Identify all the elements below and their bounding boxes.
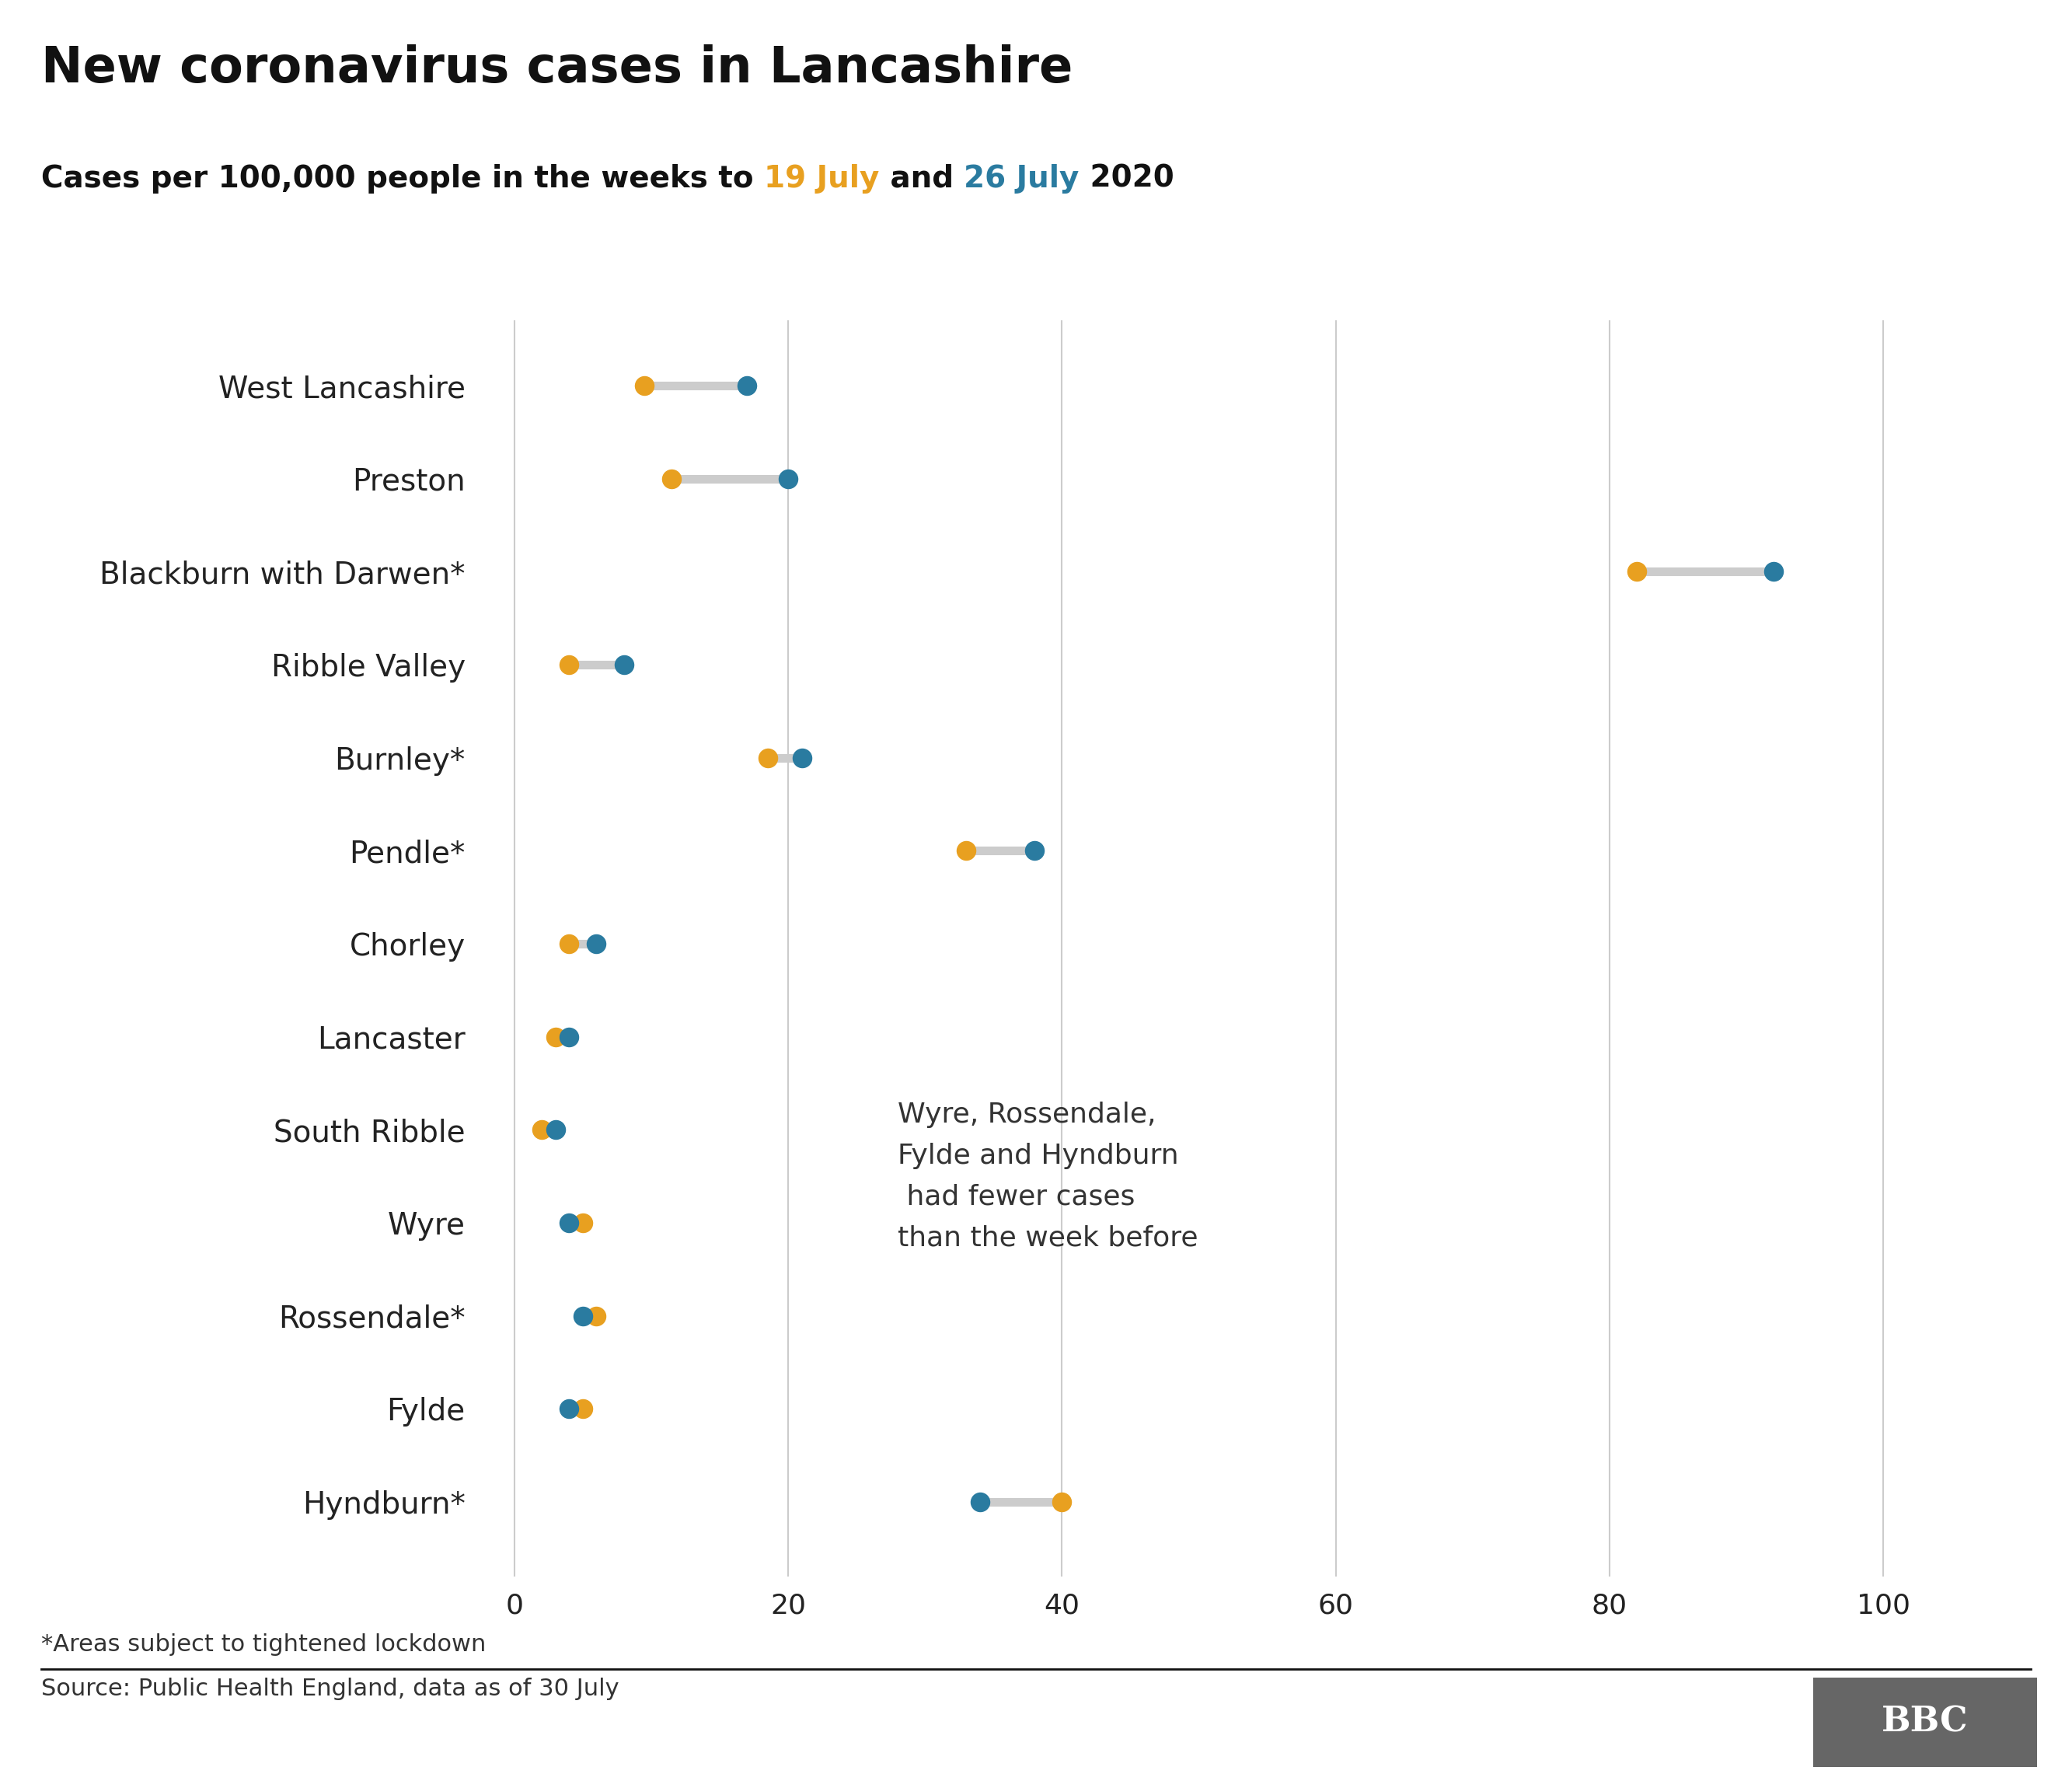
Point	[524, 1115, 557, 1143]
Point	[750, 743, 783, 771]
Point	[566, 1209, 599, 1238]
Point	[628, 372, 661, 401]
Point	[1620, 557, 1653, 586]
Text: BBC: BBC	[1881, 1706, 1968, 1738]
Point	[1757, 557, 1790, 586]
Point	[539, 1022, 572, 1051]
Point	[539, 1115, 572, 1143]
Text: New coronavirus cases in Lancashire: New coronavirus cases in Lancashire	[41, 45, 1073, 93]
Text: *Areas subject to tightened lockdown: *Areas subject to tightened lockdown	[41, 1633, 487, 1656]
Point	[553, 930, 586, 958]
Point	[566, 1395, 599, 1423]
Text: 26 July: 26 July	[963, 164, 1080, 194]
Point	[607, 650, 640, 679]
Point	[949, 837, 982, 866]
Point	[1017, 837, 1051, 866]
Text: Source: Public Health England, data as of 30 July: Source: Public Health England, data as o…	[41, 1678, 620, 1701]
Point	[553, 650, 586, 679]
Point	[566, 1302, 599, 1330]
Text: and: and	[879, 164, 963, 194]
Point	[963, 1487, 997, 1516]
Text: 2020: 2020	[1080, 164, 1175, 194]
Point	[771, 465, 804, 493]
Point	[655, 465, 688, 493]
Point	[553, 1209, 586, 1238]
Text: 19 July: 19 July	[765, 164, 879, 194]
Text: Cases per 100,000 people in the weeks to: Cases per 100,000 people in the weeks to	[41, 164, 765, 194]
Point	[553, 1022, 586, 1051]
Point	[553, 1395, 586, 1423]
Point	[1044, 1487, 1077, 1516]
Point	[731, 372, 765, 401]
Point	[580, 930, 613, 958]
Point	[785, 743, 818, 771]
Text: Wyre, Rossendale,
Fylde and Hyndburn
 had fewer cases
than the week before: Wyre, Rossendale, Fylde and Hyndburn had…	[897, 1101, 1198, 1252]
Point	[580, 1302, 613, 1330]
